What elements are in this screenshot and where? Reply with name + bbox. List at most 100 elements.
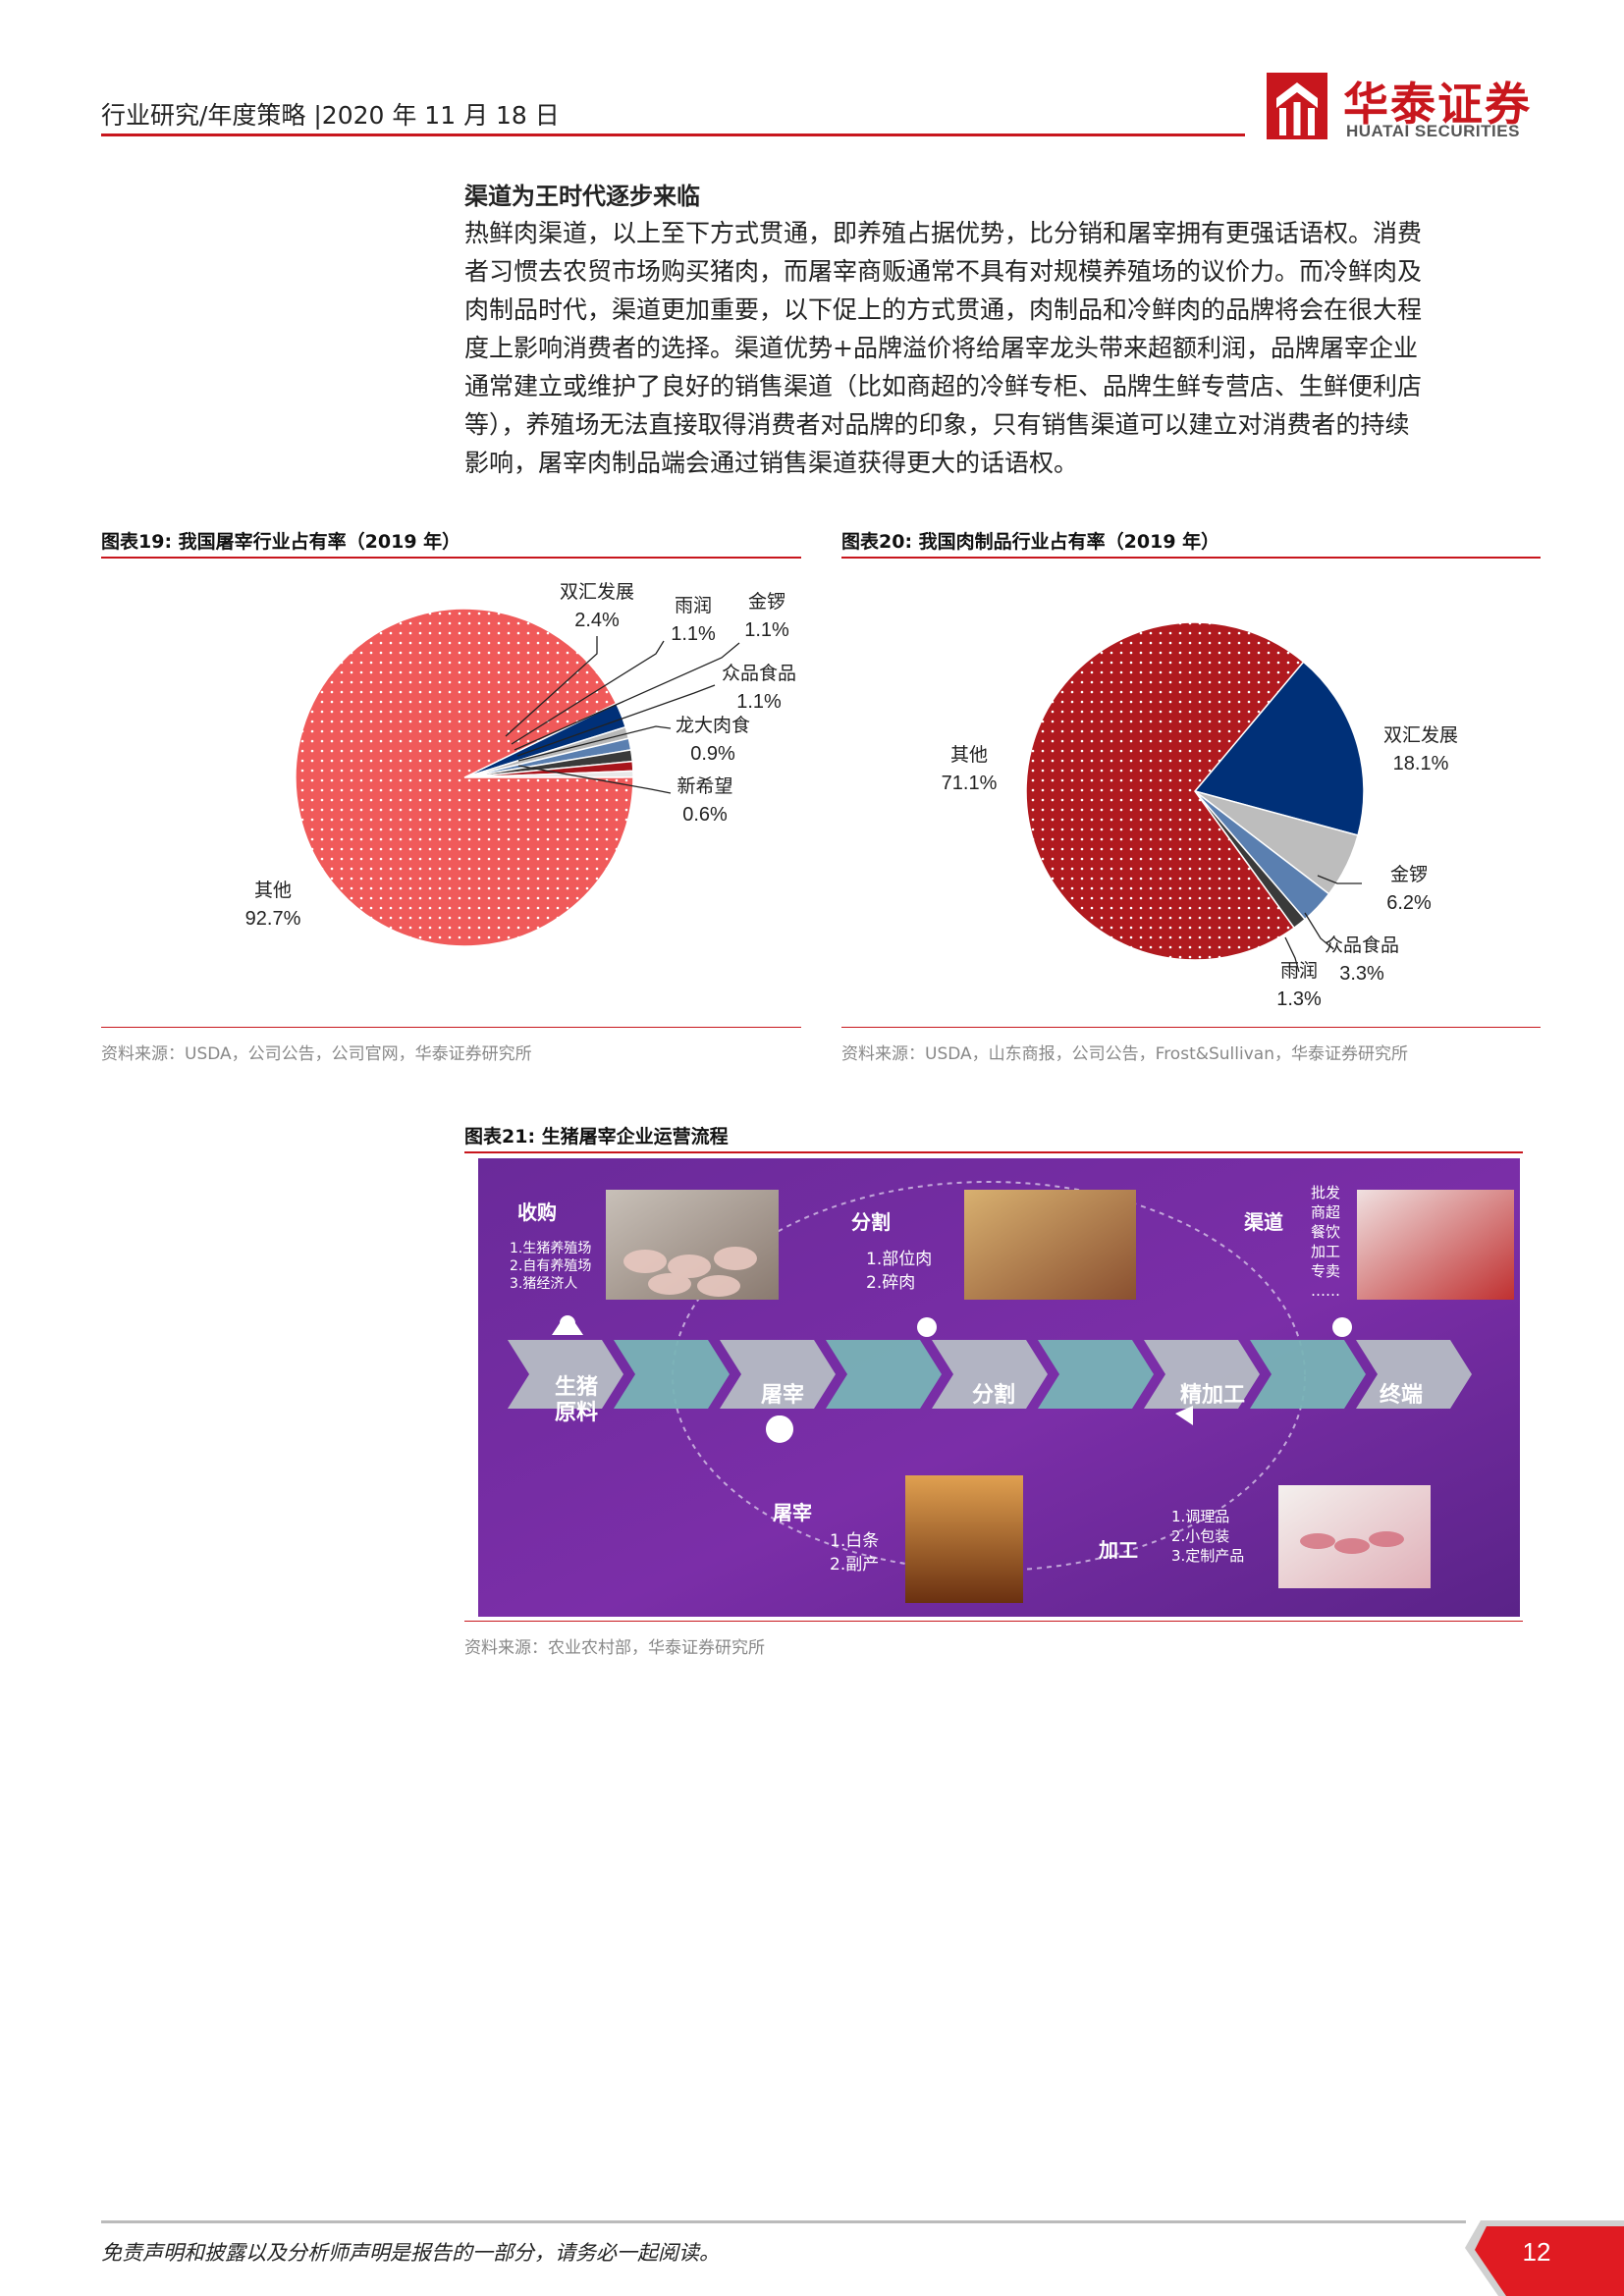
fig19-label-yurun: 雨润 [675, 595, 712, 616]
process-chevron [932, 1340, 1048, 1409]
fig19-value-jinluo: 1.1% [744, 619, 789, 641]
bell-icon [552, 1315, 583, 1335]
fig19-label-other: 其他 [254, 880, 292, 901]
fig19-source-rule [101, 1027, 801, 1028]
pie-slice [1193, 661, 1365, 836]
paragraph-line: 影响，屠宰肉制品端会通过销售渠道获得更大的话语权。 [464, 449, 1079, 477]
process-chevron [1144, 1340, 1260, 1409]
leader-line [1284, 936, 1300, 973]
group-item: 3.定制产品 [1171, 1547, 1244, 1565]
step-label: 精加工 [1180, 1382, 1245, 1408]
pie-icon [917, 1317, 937, 1337]
leader-line [514, 642, 740, 751]
process-chevron [720, 1340, 836, 1409]
leader-line [505, 636, 598, 737]
leader-line [516, 684, 716, 757]
fig20-value-other: 71.1% [942, 773, 998, 794]
step-label: 终端 [1380, 1382, 1423, 1408]
fig20-source: 资料来源：USDA，山东商报，公司公告，Frost&Sullivan，华泰证券研… [841, 1044, 1408, 1064]
footer-disclaimer: 免责声明和披露以及分析师声明是报告的一部分，请务必一起阅读。 [101, 2241, 720, 2265]
process-chevron [614, 1340, 730, 1409]
section-title: 渠道为王时代逐步来临 [464, 182, 700, 210]
group-item: 加工 [1311, 1243, 1340, 1260]
fig20-label-yurun: 雨润 [1280, 960, 1318, 982]
fig19-caption: 图表19: 我国屠宰行业占有率（2019 年） [101, 531, 461, 553]
fig19-source: 资料来源：USDA，公司公告，公司官网，华泰证券研究所 [101, 1044, 532, 1064]
paragraph-line: 度上影响消费者的选择。渠道优势+品牌溢价将给屠宰龙头带来超额利润，品牌屠宰企业 [464, 334, 1418, 362]
paragraph-line: 者习惯去农贸市场购买猪肉，而屠宰商贩通常不具有对规模养殖场的议价力。而冷鲜肉及 [464, 257, 1423, 286]
group-title: 加工 [1098, 1538, 1138, 1562]
group-item: 1.生猪养殖场 [510, 1240, 591, 1256]
fig20-pie-chart: 其他 71.1% 双汇发展 18.1% 金锣 6.2% 众品食品 3.3% 雨润… [942, 621, 1458, 1010]
group-item: 1.调理品 [1171, 1508, 1229, 1525]
fig19-value-zhongpin: 1.1% [736, 691, 782, 713]
person-icon [1332, 1317, 1352, 1337]
group-title: 分割 [851, 1210, 891, 1234]
photo-processed [1278, 1485, 1431, 1588]
fig20-label-shuanghui: 双汇发展 [1383, 724, 1458, 746]
leader-line [1317, 875, 1362, 884]
photo-slaughter [905, 1475, 1023, 1603]
group-title: 收购 [517, 1201, 557, 1224]
fig19-value-shuanghui: 2.4% [574, 610, 620, 631]
fig20-caption-rule [841, 557, 1541, 559]
fig20-value-jinluo: 6.2% [1386, 892, 1432, 914]
group-item: 2.小包装 [1171, 1527, 1229, 1545]
page-number: 12 [1522, 2237, 1551, 2267]
fig20-source-rule [841, 1027, 1541, 1028]
fig20-value-zhongpin: 3.3% [1339, 963, 1384, 985]
fig20-value-shuanghui: 18.1% [1393, 753, 1449, 774]
group-item: 2.副产 [830, 1555, 879, 1575]
photo-pig-farm [606, 1190, 779, 1300]
fig21-source-rule [464, 1621, 1523, 1622]
process-chevron [508, 1340, 623, 1409]
huatai-logo-icon [1267, 73, 1327, 139]
fig21-source: 资料来源：农业农村部，华泰证券研究所 [464, 1638, 765, 1658]
footer-rule [101, 2220, 1466, 2223]
group-item: 商超 [1311, 1203, 1340, 1221]
group-item: 3.猪经济人 [510, 1276, 577, 1292]
photo-cutting [964, 1190, 1136, 1300]
process-chevron [1250, 1340, 1366, 1409]
fig20-caption: 图表20: 我国肉制品行业占有率（2019 年） [841, 531, 1220, 553]
report-header: 行业研究/年度策略 |2020 年 11 月 18 日 [101, 101, 560, 130]
fig19-label-longda: 龙大肉食 [676, 715, 750, 736]
pie-slice-texture [1025, 621, 1304, 960]
fig21-process-diagram: 收购 1.生猪养殖场 2.自有养殖场 3.猪经济人 分割 1.部位肉 2.碎肉 … [478, 1158, 1520, 1617]
paragraph-line: 热鲜肉渠道，以上至下方式贯通，即养殖占据优势，比分销和屠宰拥有更强话语权。消费 [464, 219, 1423, 247]
paragraph-line: 通常建立或维护了良好的销售渠道（比如商超的冷鲜专柜、品牌生鲜专营店、生鲜便利店 [464, 372, 1423, 400]
group-title: 屠宰 [773, 1501, 812, 1524]
group-item: …… [1311, 1282, 1340, 1300]
logo-text-cn: 华泰证券 [1343, 78, 1532, 131]
leader-line [1304, 912, 1333, 949]
fig19-pie-chart: 双汇发展 2.4% 雨润 1.1% 金锣 1.1% 众品食品 1.1% 龙大肉食… [245, 581, 796, 947]
process-chevron [826, 1340, 942, 1409]
fig19-value-yurun: 1.1% [671, 623, 716, 645]
leader-line [517, 765, 672, 794]
leader-line [517, 725, 672, 762]
group-item: 专卖 [1311, 1262, 1340, 1280]
header-rule [101, 133, 1245, 136]
group-item: 2.碎肉 [866, 1273, 915, 1293]
fig20-label-jinluo: 金锣 [1390, 864, 1428, 885]
fig19-value-xinxiwang: 0.6% [682, 804, 728, 826]
fig21-caption-rule [464, 1151, 1523, 1153]
fig19-label-shuanghui: 双汇发展 [560, 581, 634, 603]
group-item: 1.部位肉 [866, 1250, 932, 1269]
group-title: 渠道 [1244, 1210, 1283, 1234]
group-item: 批发 [1311, 1184, 1340, 1201]
logo-text-en: HUATAI SECURITIES [1346, 122, 1520, 140]
process-chevron [1038, 1340, 1154, 1409]
pie-slice-texture [296, 609, 634, 947]
fig19-value-other: 92.7% [245, 908, 301, 930]
megaphone-icon [766, 1415, 793, 1443]
step-label: 屠宰 [761, 1382, 804, 1408]
photo-retail [1357, 1190, 1514, 1300]
group-item: 1.白条 [830, 1531, 879, 1551]
fig20-label-other: 其他 [950, 744, 988, 766]
fig20-slices [1025, 621, 1365, 961]
step-label: 分割 [972, 1382, 1015, 1408]
fig19-label-zhongpin: 众品食品 [722, 663, 796, 684]
group-item: 2.自有养殖场 [510, 1257, 591, 1274]
process-chevron [1356, 1340, 1472, 1409]
